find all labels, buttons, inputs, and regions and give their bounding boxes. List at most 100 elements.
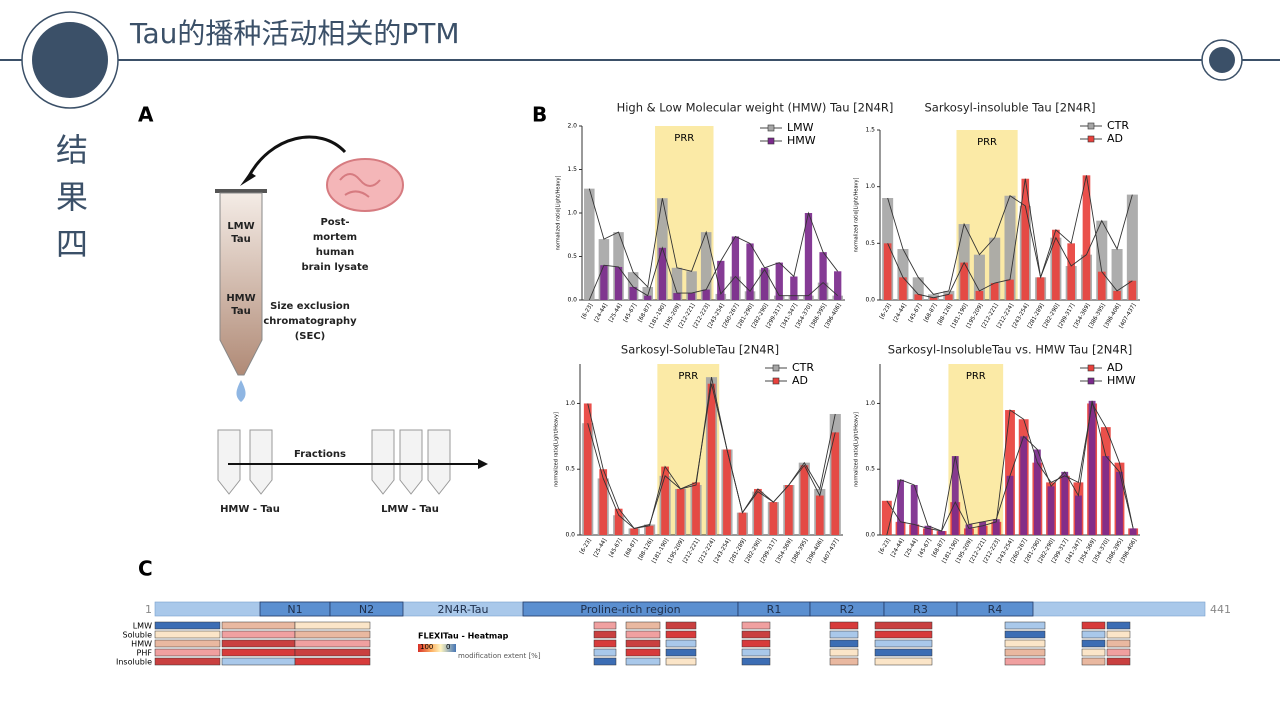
y-axis-label: normalized ratio[Light/Heavy]: [854, 178, 860, 253]
x-tick-label: [25-44]: [593, 538, 608, 559]
bar: [784, 485, 793, 535]
y-tick-label: 0.5: [567, 253, 577, 260]
series-line: [588, 188, 838, 297]
bar: [1102, 456, 1110, 535]
domain-label: N2: [359, 603, 374, 616]
heatmap-cell: [829, 648, 859, 657]
chart: PRR High & Low Molecular weight (HMW) Tau…: [556, 101, 894, 330]
y-tick-label: 1.0: [565, 400, 575, 407]
diagram-label: brain lysate: [301, 262, 368, 273]
header-dot: [32, 22, 108, 98]
bar: [642, 286, 654, 300]
domain-label: N1: [287, 603, 302, 616]
bar: [973, 254, 985, 300]
heatmap-cell: [665, 639, 697, 648]
column-cap: [215, 189, 267, 193]
band-label: PRR: [966, 371, 986, 382]
diagram-label: HMW: [226, 293, 255, 304]
diagram: LMW Tau HMW Tau Post- mortem human brain…: [215, 135, 488, 515]
heatmap-cell: [593, 639, 617, 648]
heatmap-cell: [221, 630, 296, 639]
legend-label: CTR: [792, 361, 814, 374]
y-tick-label: 1.0: [865, 400, 875, 407]
heatmap-cell: [874, 621, 933, 630]
y-tick-label: 0.0: [865, 297, 875, 304]
bar: [929, 297, 938, 300]
bar: [671, 267, 683, 300]
y-tick-label: 0.5: [865, 466, 875, 473]
bar: [645, 525, 654, 535]
bar: [960, 262, 968, 300]
bar: [831, 432, 840, 535]
x-tick-label: [25-44]: [608, 303, 623, 324]
diagram-label: Tau: [231, 306, 250, 317]
x-tick-label: [68-87]: [637, 303, 652, 324]
heatmap-title: FLEXITau - Heatmap: [418, 632, 509, 641]
bar: [1006, 279, 1014, 300]
heatmap-cell: [1004, 621, 1046, 630]
heatmap-row-label: Soluble: [123, 631, 153, 640]
domain-label: R2: [840, 603, 855, 616]
heatmap-cell: [221, 621, 296, 630]
legend-label: AD: [792, 374, 808, 387]
domain-start: 1: [145, 603, 152, 616]
bar: [644, 295, 652, 300]
bar: [979, 521, 987, 535]
x-tick-label: [6-23]: [581, 303, 595, 321]
chart-title: Sarkosyl-SolubleTau [2N4R]: [621, 343, 779, 357]
bar: [1088, 400, 1096, 535]
bar: [1033, 449, 1041, 535]
bar: [1111, 249, 1123, 300]
heatmap-cell: [593, 630, 617, 639]
heatmap-cell: [1106, 639, 1131, 648]
legend-swatch: [1087, 135, 1095, 143]
bar: [738, 512, 747, 535]
band-label: PRR: [678, 371, 698, 382]
y-axis-label: normalized ratio[Light/Heavy]: [554, 412, 560, 487]
fraction-arrow-head: [478, 459, 488, 469]
bar: [629, 286, 637, 300]
diagram-label: Fractions: [294, 449, 346, 460]
heatmap-row-label: LMW: [133, 622, 152, 631]
legend-swatch: [772, 377, 780, 385]
bar: [686, 271, 697, 300]
section-label: 四: [56, 225, 88, 263]
bar: [658, 247, 667, 300]
heatmap-cell: [294, 657, 371, 666]
section-label: 结: [56, 131, 88, 169]
bar: [914, 294, 923, 300]
bar: [746, 243, 754, 300]
bar: [599, 469, 608, 535]
series-line: [588, 211, 839, 301]
arrow: [246, 135, 347, 179]
heatmap-cell: [665, 648, 697, 657]
heatmap-cell: [1106, 630, 1131, 639]
bar: [613, 232, 624, 300]
bar: [1005, 410, 1015, 535]
bar: [1047, 486, 1055, 535]
heatmap-cell: [741, 621, 771, 630]
bar: [630, 528, 639, 535]
diagram-label: Tau: [231, 234, 250, 245]
bar: [899, 277, 907, 300]
heatmap-cell: [1106, 648, 1131, 657]
bar: [989, 237, 1001, 300]
heatmap-cell: [1106, 657, 1131, 666]
bar: [897, 479, 904, 535]
bar: [1126, 194, 1138, 300]
arrow-head: [240, 172, 256, 186]
heatmap-cell: [741, 648, 771, 657]
bar: [897, 249, 909, 300]
series-line: [887, 194, 1133, 295]
heatmap-cell: [829, 639, 859, 648]
heatmap-cell: [829, 621, 859, 630]
legend-swatch: [1087, 377, 1095, 385]
bar: [800, 465, 809, 535]
diagram-label: Post-: [320, 217, 349, 228]
heatmap-cell: [593, 648, 617, 657]
panel-label: B: [532, 103, 547, 127]
heatmap-cell: [665, 657, 697, 666]
legend-label: HMW: [1107, 374, 1136, 387]
domain-map: N1 N2 2N4R-Tau Proline-rich region R1 R2 R3 R4 1…: [145, 601, 1231, 617]
bar: [754, 488, 762, 535]
